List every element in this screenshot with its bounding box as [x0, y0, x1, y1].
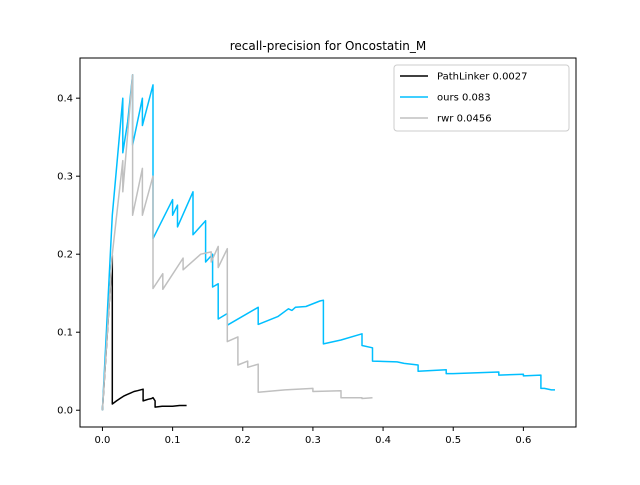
x-tick-label: 0.5	[445, 435, 461, 446]
legend-label-2: rwr 0.0456	[437, 114, 492, 125]
x-tick-label: 0.3	[305, 435, 321, 446]
series-line-2	[101, 74, 373, 411]
series-line-0	[101, 254, 187, 411]
plot-lines	[101, 74, 555, 411]
y-tick-label: 0.0	[57, 406, 73, 417]
x-tick-label: 0.1	[165, 435, 181, 446]
y-axis-ticks: 0.0 0.1 0.2 0.3 0.4	[57, 94, 80, 417]
legend-label-1: ours 0.083	[437, 93, 491, 104]
legend-box	[393, 64, 570, 132]
x-tick-label: 0.4	[375, 435, 391, 446]
chart-title: recall-precision for Oncostatin_M	[230, 39, 427, 53]
x-axis-ticks: 0.0 0.1 0.2 0.3 0.4 0.5 0.6	[94, 427, 531, 446]
legend: PathLinker 0.0027 ours 0.083 rwr 0.0456	[393, 64, 570, 132]
x-tick-label: 0.0	[94, 435, 110, 446]
series-line-1	[101, 74, 555, 411]
x-tick-label: 0.6	[515, 435, 531, 446]
y-tick-label: 0.3	[57, 172, 73, 183]
x-tick-label: 0.2	[235, 435, 251, 446]
axes-frame	[79, 57, 577, 428]
y-tick-label: 0.4	[57, 94, 73, 105]
y-tick-label: 0.2	[57, 250, 73, 261]
y-tick-label: 0.1	[57, 328, 73, 339]
legend-label-0: PathLinker 0.0027	[437, 72, 528, 83]
